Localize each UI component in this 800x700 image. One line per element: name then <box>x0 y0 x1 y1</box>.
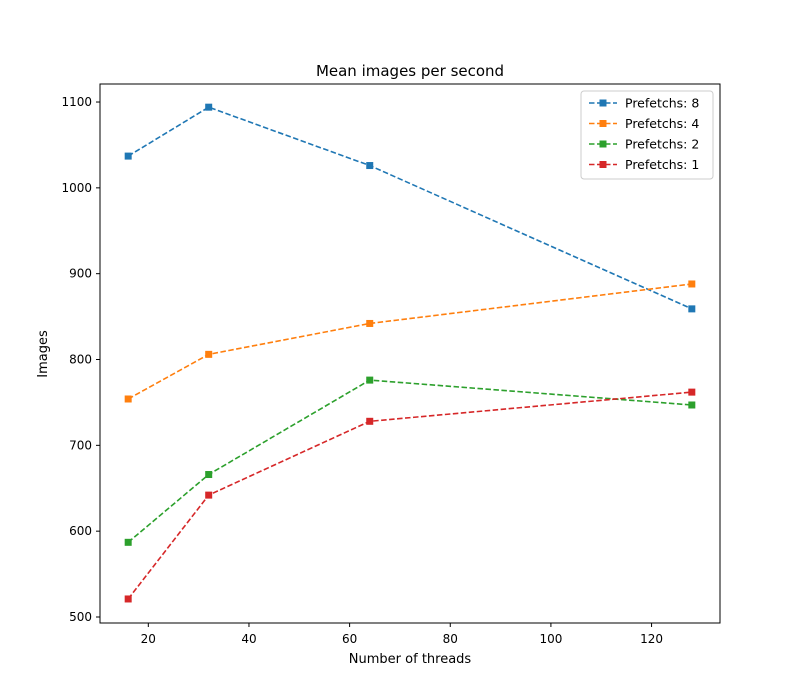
data-point <box>688 401 696 409</box>
legend-item: Prefetchs: 2 <box>589 137 699 152</box>
data-point <box>124 395 132 403</box>
series-line <box>127 379 692 543</box>
data-point <box>205 491 213 499</box>
data-point <box>366 162 374 170</box>
data-point <box>688 305 696 313</box>
legend-item: Prefetchs: 4 <box>589 116 699 131</box>
legend-label: Prefetchs: 4 <box>625 116 699 131</box>
x-tick-label: 100 <box>539 632 562 646</box>
y-axis-label: Images <box>36 330 51 378</box>
plot-frame <box>99 83 721 624</box>
data-point <box>366 319 374 327</box>
data-point <box>205 471 213 479</box>
legend-marker <box>599 140 607 148</box>
x-tick-label: 120 <box>640 632 663 646</box>
y-tick-label: 800 <box>69 353 92 367</box>
legend-label: Prefetchs: 2 <box>625 137 699 152</box>
legend-marker <box>599 161 607 168</box>
data-point <box>205 103 213 111</box>
legend-box <box>580 90 714 180</box>
y-tick-label: 600 <box>69 524 92 538</box>
legend-item: Prefetchs: 8 <box>589 96 699 111</box>
data-point <box>366 417 374 425</box>
legend-marker <box>599 120 607 127</box>
legend-label: Prefetchs: 8 <box>625 96 699 111</box>
y-tick-label: 1000 <box>61 181 92 195</box>
data-point <box>124 595 132 603</box>
series-line <box>127 391 692 600</box>
chart-title: Mean images per second <box>316 62 504 80</box>
series-1 <box>124 103 696 313</box>
data-point <box>124 152 132 160</box>
series-4 <box>124 388 696 603</box>
data-point <box>688 280 696 288</box>
y-tick-label: 500 <box>69 610 92 624</box>
data-point <box>688 388 696 396</box>
series-3 <box>124 376 696 546</box>
x-tick-label: 60 <box>342 632 357 646</box>
series-line <box>127 106 693 310</box>
y-tick-label: 1100 <box>61 95 92 109</box>
series-line <box>127 283 692 400</box>
data-point <box>124 538 132 546</box>
x-tick-label: 80 <box>443 632 458 646</box>
x-tick-label: 20 <box>141 632 156 646</box>
legend-marker <box>599 99 607 107</box>
data-point <box>205 350 213 358</box>
legend-label: Prefetchs: 1 <box>625 157 699 172</box>
data-point <box>366 376 374 384</box>
y-tick-label: 900 <box>69 267 92 281</box>
plot-area: 20 40 60 80 100 120 500 600 700 800 900 1000 1100 <box>61 95 696 646</box>
legend: Prefetchs: 8 Prefetchs: 4 Prefetchs: 2 Pref… <box>580 90 714 180</box>
legend-item: Prefetchs: 1 <box>589 157 699 172</box>
x-tick-label: 40 <box>241 632 256 646</box>
y-tick-label: 700 <box>69 438 92 452</box>
x-axis-label: Number of threads <box>349 652 472 667</box>
series-2 <box>124 280 696 403</box>
